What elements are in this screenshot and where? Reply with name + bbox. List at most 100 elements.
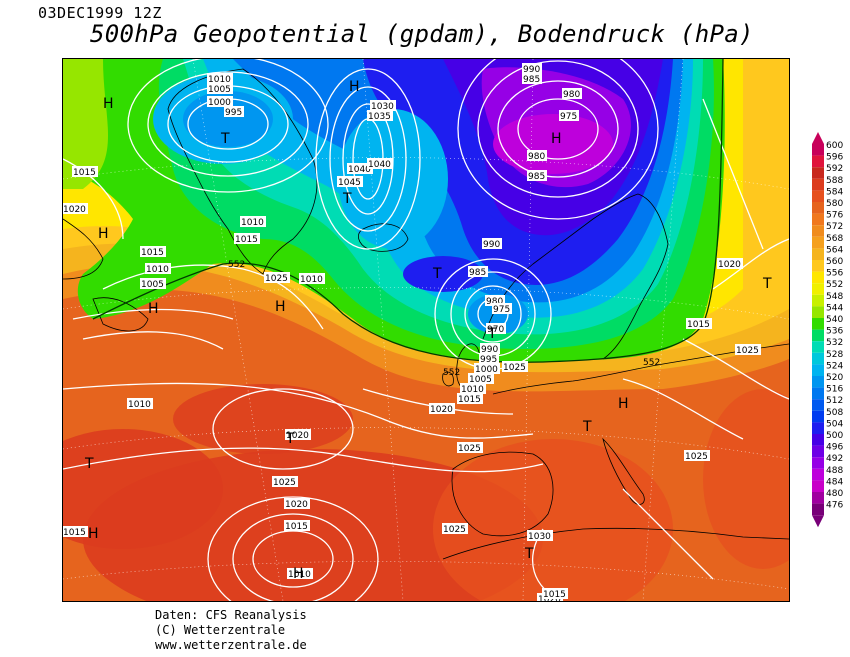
- isobar-label: 995: [480, 355, 497, 365]
- isobar-label: 1030: [528, 532, 551, 542]
- legend-label: 528: [826, 350, 843, 360]
- legend-swatch: [812, 306, 824, 318]
- isobar-label: 1015: [235, 235, 258, 245]
- high-pressure-marker: H: [88, 526, 99, 542]
- legend-swatch: [812, 341, 824, 353]
- legend-label: 596: [826, 153, 843, 163]
- isobar-label: 970: [487, 325, 504, 335]
- legend-swatch: [812, 480, 824, 492]
- legend-label: 576: [826, 211, 843, 221]
- low-pressure-marker: T: [432, 266, 442, 282]
- isobar-label: 980: [528, 152, 545, 162]
- isobar-label: 1010: [146, 265, 169, 275]
- isobar-label: 1040: [368, 160, 391, 170]
- isobar-label: 1035: [368, 112, 391, 122]
- isobar-label: 1010: [241, 218, 264, 228]
- isobar-label: 990: [483, 240, 500, 250]
- isobar-label: 1005: [208, 85, 231, 95]
- legend-label: 476: [826, 501, 843, 511]
- legend-label: 484: [826, 477, 843, 487]
- high-pressure-marker: H: [293, 566, 304, 582]
- legend-swatch: [812, 248, 824, 260]
- legend-swatch: [812, 352, 824, 365]
- contour-label: 552: [643, 358, 660, 368]
- contour-label: 552: [228, 260, 245, 270]
- isobar-label: 1025: [736, 346, 759, 356]
- website-link[interactable]: www.wetterzentrale.de: [155, 638, 307, 652]
- isobar-label: 1010: [128, 400, 151, 410]
- data-source: Daten: CFS Reanalysis: [155, 608, 307, 622]
- legend-label: 532: [826, 338, 843, 348]
- isobar-label: 1025: [458, 444, 481, 454]
- legend-label: 592: [826, 164, 843, 174]
- legend-label: 512: [826, 396, 843, 406]
- legend-label: 560: [826, 257, 843, 267]
- legend-swatch: [812, 318, 824, 330]
- isobar-label: 1000: [208, 98, 231, 108]
- legend-swatch: [812, 271, 824, 284]
- legend-swatch: [812, 364, 824, 376]
- legend-label: 524: [826, 361, 843, 371]
- isobar-label: 990: [523, 65, 540, 75]
- low-pressure-marker: T: [487, 326, 497, 342]
- high-pressure-marker: H: [98, 226, 109, 242]
- isobar-label: 1005: [141, 280, 164, 290]
- legend-swatch: [812, 468, 824, 481]
- legend-label: 536: [826, 327, 843, 337]
- isobar-label: 985: [528, 172, 545, 182]
- legend-swatch: [812, 399, 824, 411]
- legend-label: 564: [826, 245, 843, 255]
- low-pressure-marker: T: [220, 131, 230, 147]
- legend-label: 480: [826, 489, 843, 499]
- isobar-label: 980: [486, 297, 503, 307]
- isobar-label: 1010: [288, 570, 311, 580]
- low-pressure-marker: T: [582, 419, 592, 435]
- isobar-label: 1030: [371, 102, 394, 112]
- legend-label: 488: [826, 466, 843, 476]
- legend-label: 548: [826, 292, 843, 302]
- low-pressure-marker: T: [762, 276, 772, 292]
- isobar-label: 985: [523, 75, 540, 85]
- isobars: [63, 59, 789, 601]
- isobar-label: 1000: [475, 365, 498, 375]
- isobar-label: 1025: [503, 363, 526, 373]
- isobar-label: 1015: [687, 320, 710, 330]
- legend-swatch: [812, 294, 824, 307]
- isobar-label: 1025: [265, 274, 288, 284]
- legend-swatch: [812, 376, 824, 388]
- pressure-systems: H T H T H H T H H T H T T T H T T H: [84, 79, 772, 582]
- legend-arrow-bottom: [812, 515, 824, 528]
- legend-label: 544: [826, 303, 843, 313]
- isobar-label: 1045: [338, 178, 361, 188]
- low-pressure-marker: T: [285, 431, 295, 447]
- isobar-label: 990: [481, 345, 498, 355]
- legend-label: 520: [826, 373, 843, 383]
- legend-label: 492: [826, 454, 843, 464]
- footer: Daten: CFS Reanalysis (C) Wetterzentrale…: [155, 608, 307, 653]
- legend-label: 508: [826, 408, 843, 418]
- legend-swatch: [812, 260, 824, 272]
- isobar-label: 1010: [300, 275, 323, 285]
- high-pressure-marker: H: [618, 396, 629, 412]
- isobar-label: 1020: [286, 431, 309, 441]
- legend-label: 580: [826, 199, 843, 209]
- legend-label: 600: [826, 141, 843, 151]
- isobar-label: 995: [225, 108, 242, 118]
- legend-swatch: [812, 225, 824, 237]
- isobar-label: 980: [563, 90, 580, 100]
- legend-label: 504: [826, 419, 843, 429]
- legend-swatch: [812, 503, 824, 516]
- isobar-label: 975: [560, 112, 577, 122]
- legend-swatch: [812, 167, 824, 179]
- legend-swatch: [812, 236, 824, 249]
- isobar-label: 1010: [461, 385, 484, 395]
- isobar-label: 1005: [469, 375, 492, 385]
- low-pressure-marker: T: [342, 191, 352, 207]
- legend-swatch: [812, 283, 824, 295]
- isobar-label: 1020: [63, 205, 86, 215]
- isobar-label: 1010: [208, 75, 231, 85]
- legend-swatch: [812, 155, 824, 168]
- chart-date: 03DEC1999 12Z: [38, 4, 162, 22]
- copyright: (C) Wetterzentrale: [155, 623, 286, 637]
- legend-swatch: [812, 422, 824, 434]
